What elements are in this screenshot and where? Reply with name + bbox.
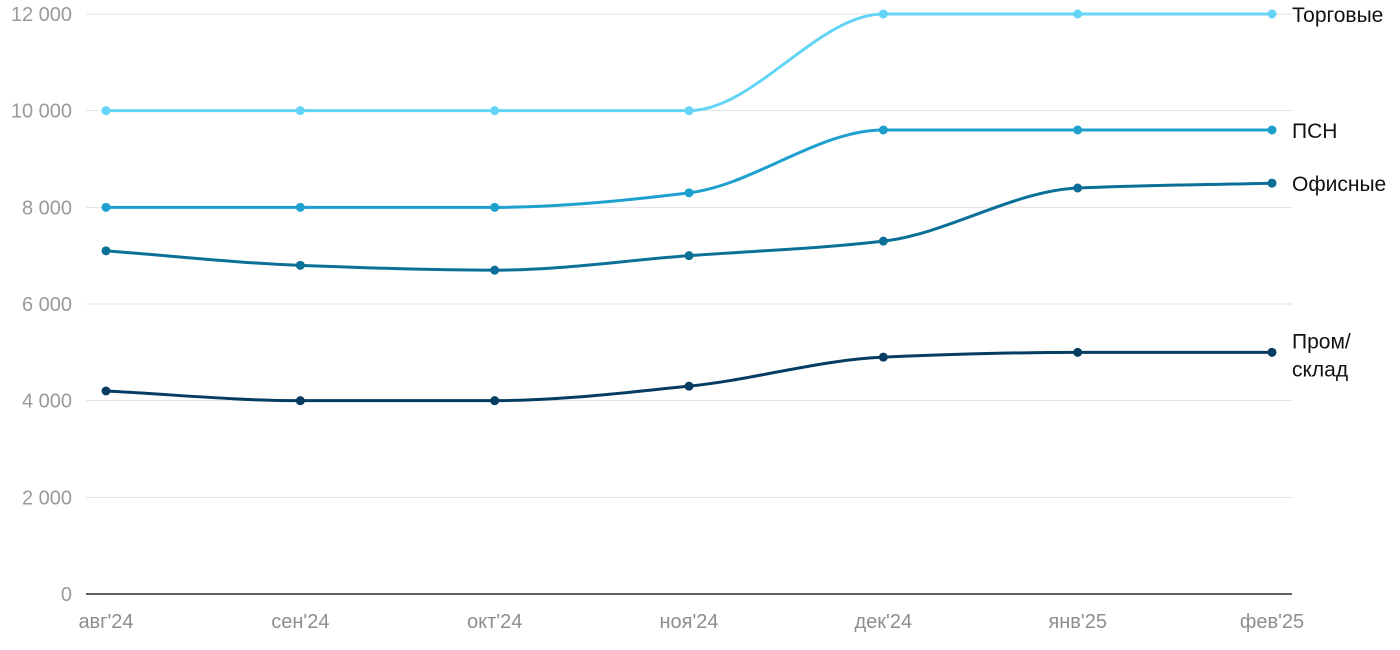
x-tick-label: дек'24 bbox=[855, 611, 913, 633]
data-point bbox=[295, 202, 305, 212]
series-lines bbox=[101, 9, 1277, 406]
data-point bbox=[684, 251, 694, 261]
series-line bbox=[104, 350, 1274, 403]
series-3 bbox=[101, 178, 1277, 275]
series-end-label-line: Офисные bbox=[1292, 173, 1386, 196]
data-point bbox=[878, 125, 888, 135]
y-tick-label: 10 000 bbox=[11, 101, 72, 123]
data-point bbox=[101, 106, 111, 116]
y-tick-label: 0 bbox=[61, 584, 72, 606]
y-tick-label: 6 000 bbox=[22, 294, 72, 316]
y-tick-label: 8 000 bbox=[22, 197, 72, 219]
series-line bbox=[104, 12, 1274, 113]
data-point bbox=[295, 260, 305, 270]
data-point bbox=[1267, 9, 1277, 19]
series-labels: Торговые ПСН Офисные Пром/склад bbox=[1292, 4, 1386, 381]
series-2 bbox=[101, 125, 1277, 212]
data-point bbox=[1073, 183, 1083, 193]
data-point bbox=[1073, 347, 1083, 357]
series-end-label: Торговые bbox=[1292, 4, 1383, 27]
data-point bbox=[1267, 347, 1277, 357]
x-tick-label: сен'24 bbox=[271, 611, 329, 633]
data-point bbox=[878, 352, 888, 362]
data-point bbox=[684, 188, 694, 198]
data-point bbox=[1073, 9, 1083, 19]
series-1 bbox=[101, 9, 1277, 116]
data-point bbox=[101, 246, 111, 256]
data-point bbox=[684, 381, 694, 391]
series-end-label-line: ПСН bbox=[1292, 120, 1337, 143]
data-point bbox=[1267, 178, 1277, 188]
data-point bbox=[295, 396, 305, 406]
y-tick-label: 4 000 bbox=[22, 391, 72, 413]
data-point bbox=[1073, 125, 1083, 135]
series-end-label: Пром/склад bbox=[1292, 330, 1351, 381]
y-tick-label: 12 000 bbox=[11, 4, 72, 26]
data-point bbox=[295, 106, 305, 116]
axes: 0 2 000 4 000 6 000 8 000 10 000 12 000 авг'24 с… bbox=[11, 4, 1304, 633]
series-end-label-line: Торговые bbox=[1292, 4, 1383, 27]
x-tick-label: янв'25 bbox=[1048, 611, 1107, 633]
series-4 bbox=[101, 347, 1277, 406]
x-tick-label: фев'25 bbox=[1240, 611, 1304, 633]
x-tick-label: окт'24 bbox=[467, 611, 522, 633]
series-end-label-line: Пром/ bbox=[1292, 330, 1351, 353]
y-tick-label: 2 000 bbox=[22, 487, 72, 509]
data-point bbox=[1267, 125, 1277, 135]
data-point bbox=[878, 236, 888, 246]
data-point bbox=[878, 9, 888, 19]
data-point bbox=[490, 396, 500, 406]
data-point bbox=[684, 106, 694, 116]
data-point bbox=[490, 202, 500, 212]
series-end-label: Офисные bbox=[1292, 173, 1386, 196]
x-tick-label: авг'24 bbox=[78, 611, 133, 633]
series-end-label: ПСН bbox=[1292, 120, 1337, 143]
data-point bbox=[490, 106, 500, 116]
data-point bbox=[490, 265, 500, 275]
data-point bbox=[101, 386, 111, 396]
data-point bbox=[101, 202, 111, 212]
series-end-label-line: склад bbox=[1292, 358, 1348, 381]
x-tick-label: ноя'24 bbox=[659, 611, 718, 633]
